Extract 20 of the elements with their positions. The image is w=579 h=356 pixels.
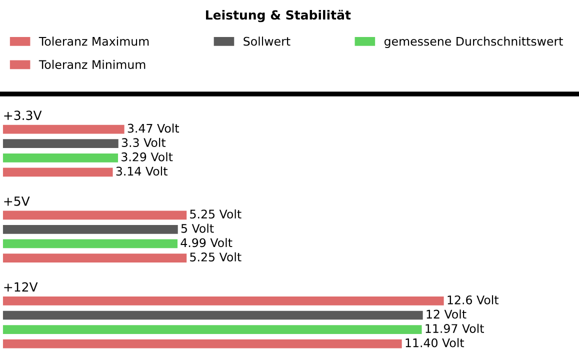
y-tick-label: +12V	[4, 282, 38, 292]
legend-label: Toleranz Maximum	[38, 36, 149, 46]
data-label: 5.25 Volt	[190, 209, 242, 219]
legend-label: Sollwert	[244, 36, 290, 46]
data-label: 5.25 Volt	[190, 252, 242, 262]
y-tick-label: +5V	[4, 196, 30, 206]
data-label: 3.3 Volt	[122, 138, 166, 148]
data-label: 12 Volt	[426, 310, 466, 319]
data-label: 11.97 Volt	[426, 324, 484, 333]
y-tick-label: +3.3V	[4, 110, 42, 120]
legend-label: gemessene Durchschnittswert	[384, 36, 563, 48]
data-label: 3.29 Volt	[122, 152, 173, 162]
chart-title: Leistung & Stabilität	[206, 10, 351, 22]
data-label: 3.14 Volt	[116, 166, 168, 176]
data-label: 11.40 Volt	[406, 338, 464, 348]
data-label: 5 Volt	[181, 224, 214, 233]
data-label: 4.99 Volt	[180, 238, 232, 248]
data-label: 12.6 Volt	[448, 295, 499, 304]
legend-label: Toleranz Minimum	[38, 60, 146, 69]
data-label: 3.47 Volt	[128, 124, 180, 133]
